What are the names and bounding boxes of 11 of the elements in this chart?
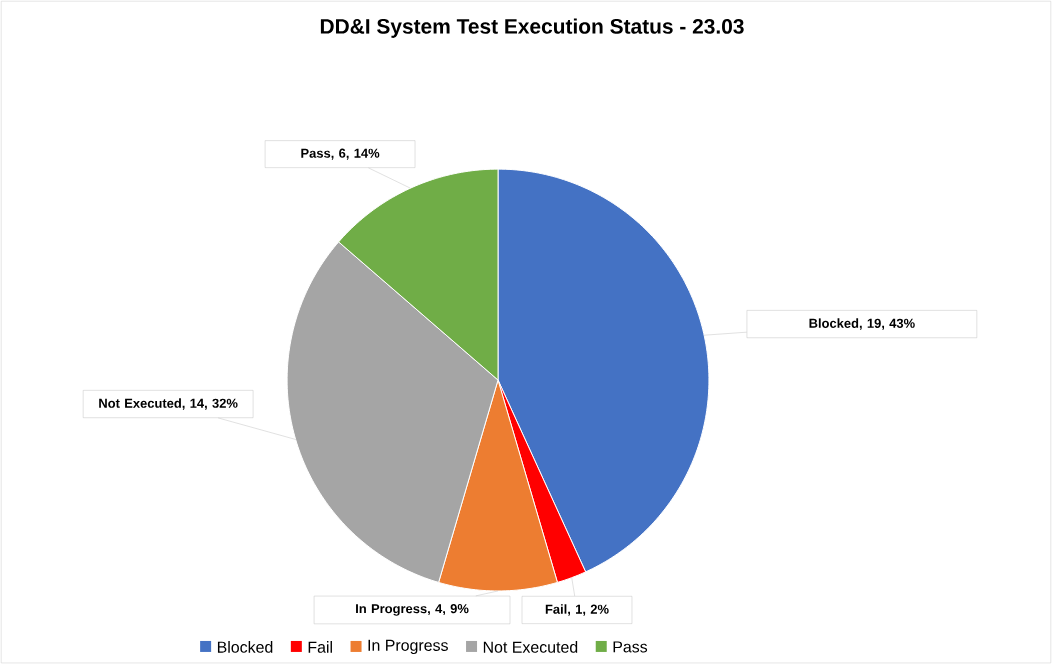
data-label: Blocked, 19, 43% (809, 318, 915, 330)
data-label: In Progress, 4, 9% (356, 604, 469, 616)
legend-label: Blocked (217, 641, 273, 653)
legend-label: Pass (613, 641, 648, 653)
legend-label: Not Executed (483, 641, 578, 653)
legend-label: In Progress (368, 639, 448, 655)
legend-label: Fail (308, 641, 332, 653)
data-label: Fail, 1, 2% (545, 604, 609, 616)
chart-title: DD&I System Test Execution Status - 23.03 (320, 18, 744, 38)
data-label: Pass, 6, 14% (301, 148, 380, 160)
data-label: Not Executed, 14, 32% (99, 398, 238, 410)
